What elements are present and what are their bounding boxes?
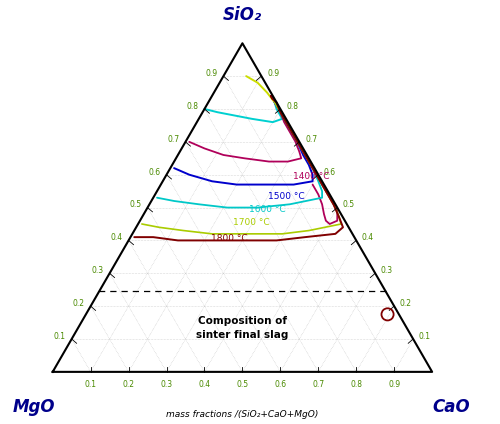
Text: 0.9: 0.9	[388, 380, 400, 389]
Text: 0.7: 0.7	[312, 380, 324, 389]
Text: 0.5: 0.5	[236, 380, 248, 389]
Text: 0.7: 0.7	[305, 135, 317, 144]
Text: 0.9: 0.9	[267, 69, 279, 78]
Text: 0.2: 0.2	[400, 299, 412, 308]
Text: mass fractions /(SiO₂+CaO+MgO): mass fractions /(SiO₂+CaO+MgO)	[166, 410, 318, 419]
Text: 0.7: 0.7	[168, 135, 180, 144]
Text: MgO: MgO	[12, 399, 55, 416]
Text: 0.8: 0.8	[187, 102, 199, 111]
Text: 0.9: 0.9	[206, 69, 218, 78]
Text: 0.3: 0.3	[92, 266, 104, 275]
Text: 0.2: 0.2	[122, 380, 134, 389]
Text: 1400 °C: 1400 °C	[292, 172, 329, 181]
Text: 0.1: 0.1	[84, 380, 96, 389]
Text: 0.3: 0.3	[381, 266, 393, 275]
Text: 0.8: 0.8	[286, 102, 298, 111]
Text: 0.6: 0.6	[274, 380, 286, 389]
Text: 0.4: 0.4	[362, 233, 374, 242]
Text: 1700 °C: 1700 °C	[232, 218, 270, 227]
Text: CaO: CaO	[432, 399, 470, 416]
Text: Composition of
sinter final slag: Composition of sinter final slag	[196, 316, 288, 340]
Text: 0.4: 0.4	[111, 233, 123, 242]
Text: 1500 °C: 1500 °C	[268, 192, 304, 201]
Text: 0.4: 0.4	[198, 380, 210, 389]
Text: 0.2: 0.2	[73, 299, 85, 308]
Text: 0.1: 0.1	[419, 332, 431, 341]
Text: 0.3: 0.3	[160, 380, 172, 389]
Text: 0.1: 0.1	[54, 332, 66, 341]
Text: 1800 °C: 1800 °C	[211, 234, 248, 243]
Text: 0.5: 0.5	[343, 201, 355, 209]
Text: 0.8: 0.8	[350, 380, 362, 389]
Text: 1600 °C: 1600 °C	[249, 205, 286, 214]
Text: 0.6: 0.6	[148, 167, 161, 176]
Text: 0.6: 0.6	[324, 167, 336, 176]
Text: 0.5: 0.5	[130, 201, 142, 209]
Text: SiO₂: SiO₂	[223, 6, 262, 24]
